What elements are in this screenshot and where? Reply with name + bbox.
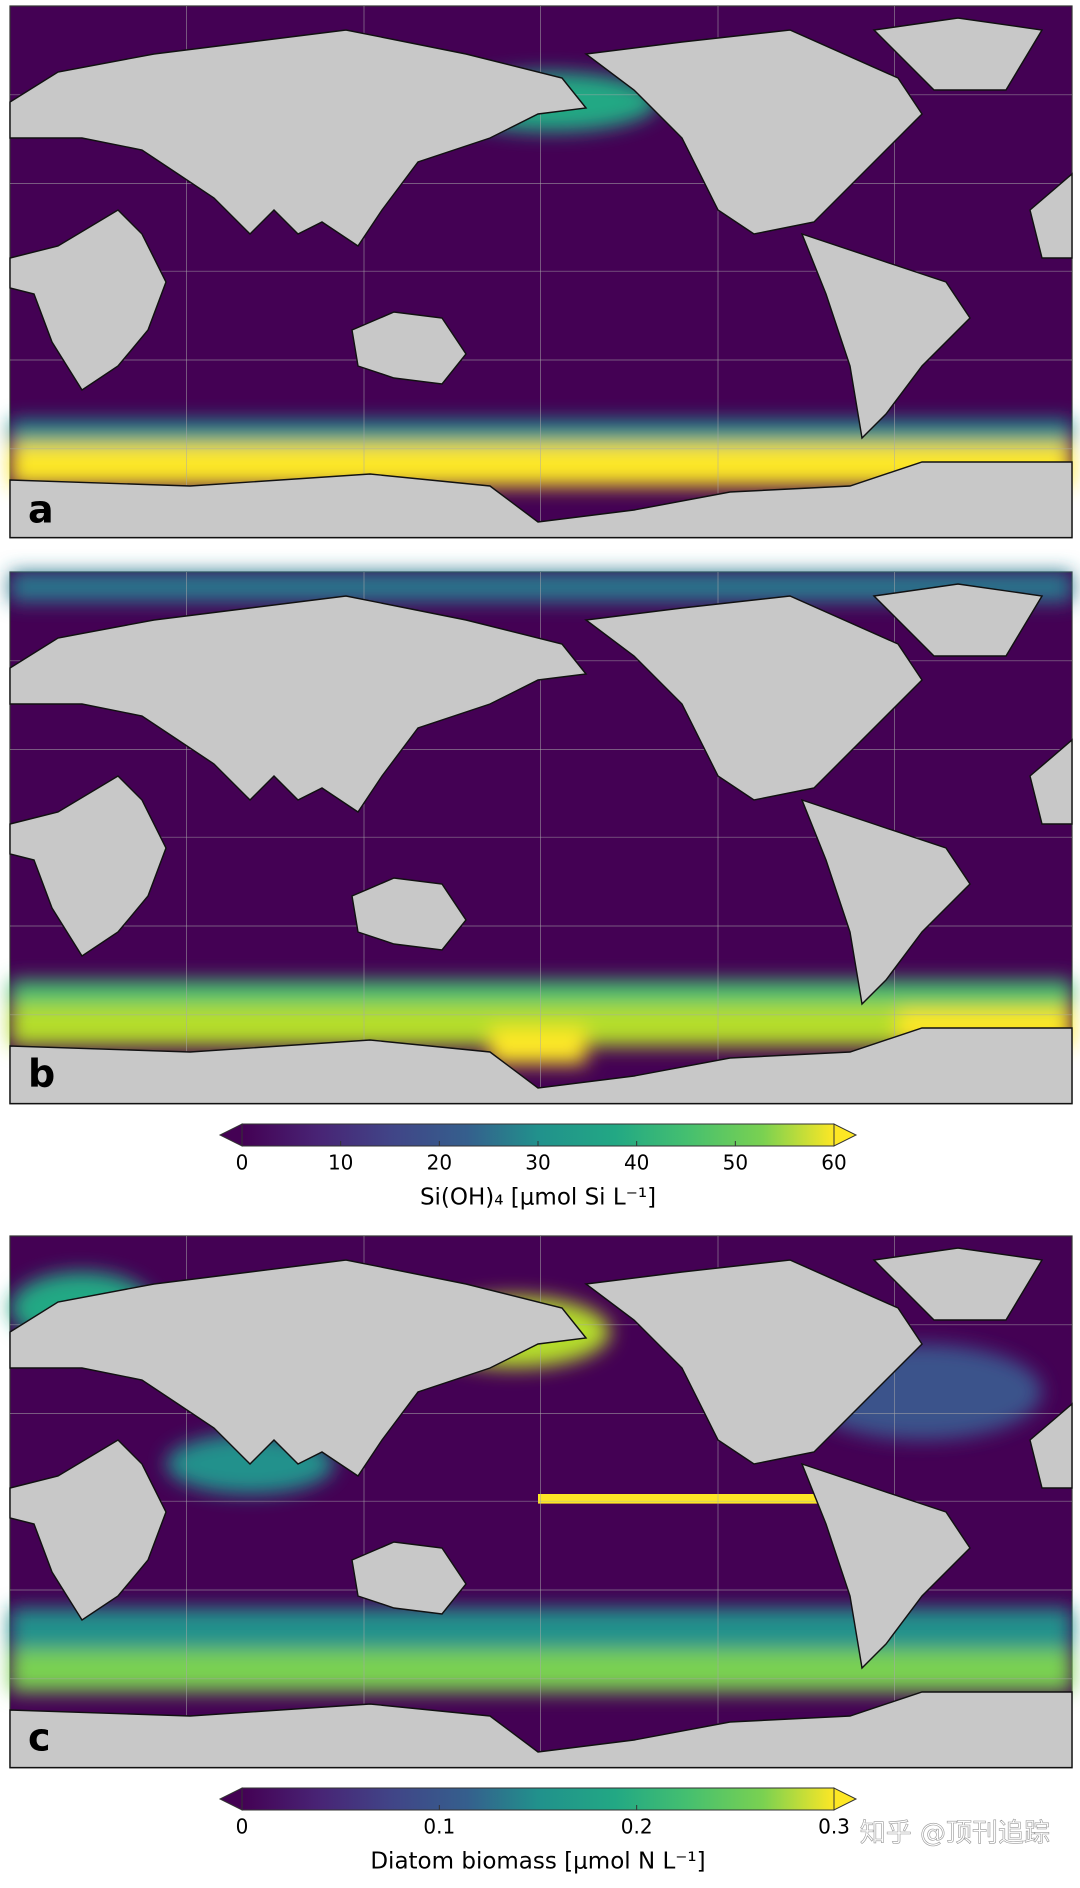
colorbar-tick-label: 60 [821, 1151, 846, 1175]
watermark: 知乎 @顶刊追踪 [860, 1819, 1050, 1849]
colorbar-extend [833, 1123, 858, 1147]
colorbar-tick-label: 0.1 [423, 1815, 455, 1839]
colorbar-tick-label: 0 [236, 1151, 249, 1175]
colorbar-tick-label: 10 [328, 1151, 353, 1175]
colorbar-extend [833, 1787, 858, 1811]
colorbar-tick-label: 20 [427, 1151, 452, 1175]
panel-label: b [28, 1052, 55, 1096]
colorbar-extend [218, 1787, 243, 1811]
colorbar-extend [218, 1123, 243, 1147]
colorbar-tick-label: 0 [236, 1815, 249, 1839]
colorbar-tick-label: 40 [624, 1151, 649, 1175]
panel-label: a [28, 488, 54, 532]
map-panel [9, 571, 1073, 1105]
colorbar-tick-label: 30 [525, 1151, 550, 1175]
colorbar-tick-label: 0.2 [621, 1815, 653, 1839]
map-panel [9, 1235, 1073, 1769]
colorbar-label: Diatom biomass [μmol N L⁻¹] [370, 1849, 705, 1875]
colorbar-tick-label: 50 [723, 1151, 748, 1175]
map-panel [9, 5, 1073, 539]
panel-label: c [28, 1716, 51, 1760]
colorbar-tick-label: 0.3 [818, 1815, 850, 1839]
colorbar-label: Si(OH)₄ [μmol Si L⁻¹] [420, 1185, 656, 1211]
colorbar [241, 1787, 835, 1811]
